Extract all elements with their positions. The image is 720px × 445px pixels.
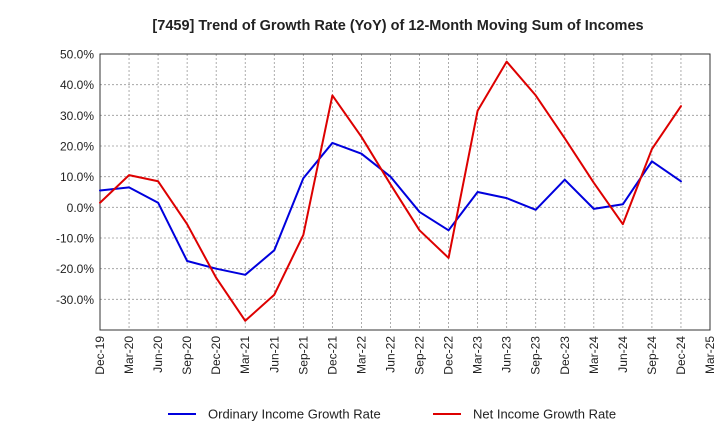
y-tick-label: 50.0% (60, 48, 94, 62)
y-tick-label: 30.0% (60, 109, 94, 123)
y-tick-label: 20.0% (60, 140, 94, 154)
x-tick-label: Mar-20 (122, 336, 136, 374)
y-tick-label: 40.0% (60, 78, 94, 92)
x-tick-label: Sep-23 (529, 336, 543, 375)
x-tick-label: Sep-21 (296, 336, 310, 375)
x-axis: Dec-19 Mar-20 Jun-20 Sep-20 Dec-20 Mar-21 Jun-… (93, 336, 717, 375)
legend-label: Net Income Growth Rate (473, 407, 616, 422)
x-tick-label: Dec-19 (93, 336, 107, 375)
series-line-net-income (99, 60, 682, 322)
x-tick-label: Jun-23 (500, 336, 514, 373)
x-tick-label: Mar-24 (587, 336, 601, 374)
grid-lines (100, 53, 710, 330)
y-tick-label: -30.0% (56, 293, 94, 307)
legend-label: Ordinary Income Growth Rate (208, 407, 381, 422)
x-tick-label: Dec-24 (674, 336, 688, 375)
x-tick-label: Sep-22 (413, 336, 427, 375)
y-tick-label: 10.0% (60, 170, 94, 184)
series-line-ordinary-income (99, 141, 682, 276)
x-tick-label: Dec-23 (558, 336, 572, 375)
x-tick-label: Mar-21 (238, 336, 252, 374)
x-tick-label: Mar-25 (703, 336, 717, 374)
x-tick-label: Mar-22 (354, 336, 368, 374)
chart-title: [7459] Trend of Growth Rate (YoY) of 12-… (152, 18, 643, 34)
y-tick-label: 0.0% (67, 201, 95, 215)
y-tick-label: -20.0% (56, 262, 94, 276)
series-lines (99, 60, 682, 322)
x-tick-label: Mar-23 (471, 336, 485, 374)
y-axis: 50.0% 40.0% 30.0% 20.0% 10.0% 0.0% -10.0% -20.0… (56, 48, 94, 307)
x-tick-label: Jun-24 (616, 336, 630, 373)
y-tick-label: -10.0% (56, 232, 94, 246)
x-tick-label: Dec-22 (442, 336, 456, 375)
x-tick-label: Jun-22 (383, 336, 397, 373)
x-tick-label: Jun-20 (151, 336, 165, 373)
x-tick-label: Dec-20 (209, 336, 223, 375)
x-tick-label: Dec-21 (325, 336, 339, 375)
x-tick-label: Sep-20 (180, 336, 194, 375)
x-tick-label: Sep-24 (645, 336, 659, 375)
plot-area-frame (99, 53, 711, 331)
legend: Ordinary Income Growth Rate Net Income Gr… (168, 407, 616, 422)
x-tick-label: Jun-21 (267, 336, 281, 373)
